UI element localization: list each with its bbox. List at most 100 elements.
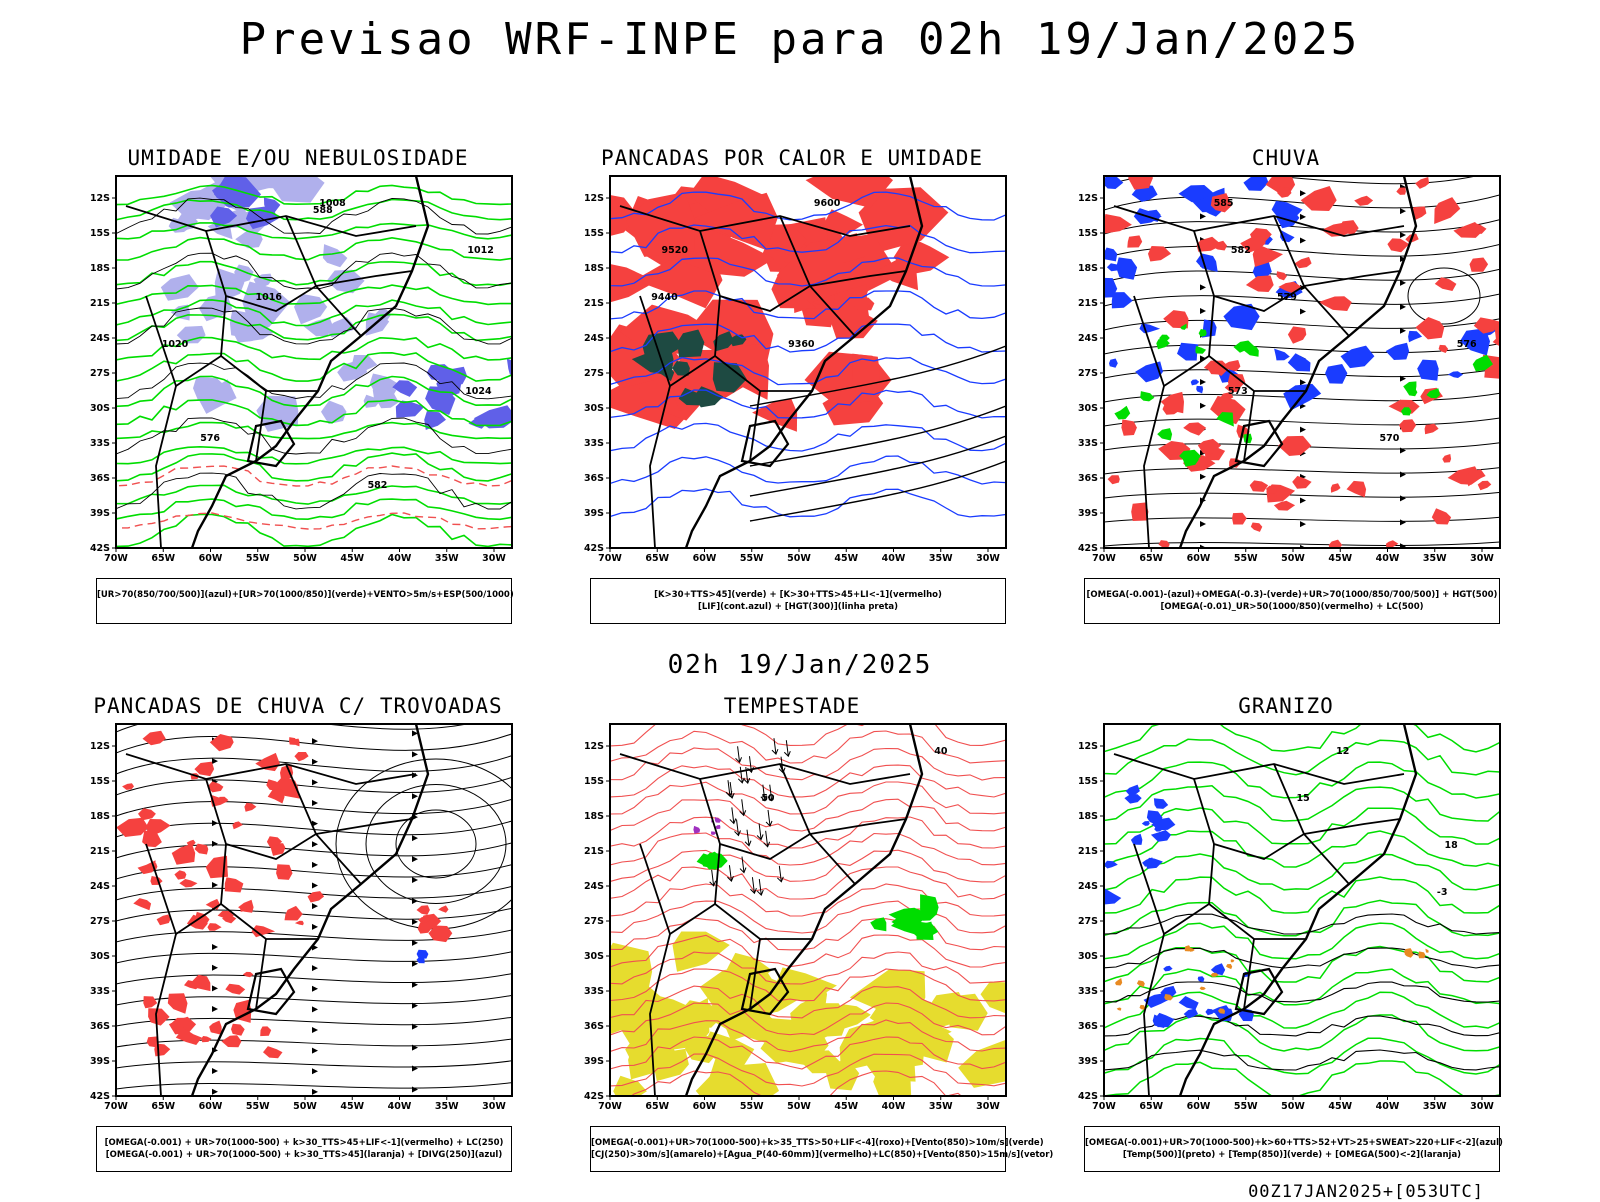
precipitable-water-contour — [610, 1002, 1006, 1036]
streamline-arrow — [1200, 284, 1206, 291]
rain-area — [1470, 223, 1487, 234]
rain-area — [1442, 454, 1452, 463]
streamline-arrow — [1300, 237, 1306, 244]
lat-tick-label: 39S — [1078, 508, 1098, 519]
thunderstorm-area — [217, 911, 234, 919]
thunderstorm-area — [263, 1046, 283, 1059]
omega-500-area — [1136, 980, 1145, 988]
streamline-arrow — [1300, 190, 1306, 197]
severe-convection — [714, 817, 722, 823]
humidity-mid-level — [351, 355, 378, 372]
humidity-mid-level — [303, 317, 333, 337]
rain-area — [1431, 508, 1452, 525]
streamline-arrow — [1400, 255, 1406, 262]
omega-500-area — [1116, 1007, 1122, 1011]
rain-area — [1121, 419, 1137, 436]
precipitable-water-contour — [610, 816, 1006, 849]
jet-streamline — [116, 994, 512, 1006]
rain-area — [1493, 320, 1500, 344]
low-level-jet — [911, 921, 939, 939]
map-chuva: 585 582 579 576 573 570 12S 15S 18S 21S 24S 27S 30S 3… — [1078, 175, 1501, 564]
streamline-arrow — [412, 918, 418, 925]
severe-convection — [715, 825, 721, 830]
lat-tick-label: 21S — [584, 846, 604, 857]
temp-850-contour — [1104, 785, 1500, 822]
border-line — [220, 843, 318, 940]
thunderstorm-area — [171, 843, 196, 865]
instability-area — [626, 192, 696, 257]
streamline-arrow — [312, 965, 318, 972]
precipitable-water-contour — [610, 900, 1006, 934]
lat-tick-label: 36S — [90, 473, 110, 484]
border-line — [175, 355, 222, 387]
temp-850-contour — [1104, 738, 1500, 776]
thunderstorm-area — [190, 974, 211, 992]
border-line — [639, 295, 671, 548]
thunderstorm-area — [294, 920, 304, 926]
rain-area — [1107, 475, 1120, 485]
omega-ascent — [1447, 371, 1464, 378]
thunderstorm-area — [201, 1036, 212, 1043]
streamline-arrow — [1200, 308, 1206, 315]
border-line — [315, 818, 413, 835]
lat-tick-label: 36S — [90, 1021, 110, 1032]
humidity-low-level-contour — [116, 484, 512, 505]
thunderstorm-area — [142, 830, 162, 848]
wind-vector — [765, 809, 773, 827]
rain-area — [1387, 238, 1410, 253]
strong-ascent — [1472, 354, 1493, 372]
humidity-low-level-contour — [116, 222, 512, 240]
streamline-arrow — [312, 1006, 318, 1013]
thunderstorm-area — [133, 898, 152, 911]
wind-vector — [725, 780, 733, 798]
thunderstorm-area — [242, 971, 254, 978]
streamline-arrow — [312, 861, 318, 868]
rain-area — [1413, 206, 1427, 221]
rain-area — [1278, 435, 1312, 456]
thunderstorm-area — [148, 1008, 170, 1026]
rain-area — [1465, 469, 1486, 487]
thunderstorm-area — [143, 996, 158, 1009]
hail-risk-area — [1153, 798, 1169, 809]
lat-tick-label: 24S — [584, 881, 604, 892]
lon-tick-label: 65W — [645, 1101, 669, 1112]
precipitable-water-contour — [610, 1019, 1006, 1053]
lifted-index-contour — [610, 257, 1006, 287]
streamline-arrow — [312, 903, 318, 910]
streamline-arrow — [1400, 279, 1406, 286]
humidity-high — [473, 405, 512, 429]
wind-vector — [771, 738, 779, 756]
severe-convection — [693, 825, 701, 834]
streamline-arrow — [212, 944, 218, 951]
streamline-arrow — [312, 1027, 318, 1034]
lon-tick-label: 70W — [598, 1101, 622, 1112]
map-frame — [115, 723, 513, 1097]
lon-tick-label: 45W — [340, 1101, 364, 1112]
geopotential-contour — [749, 460, 1006, 522]
strong-ascent — [1195, 345, 1207, 354]
lat-tick-label: 36S — [584, 1021, 604, 1032]
rain-area — [1203, 360, 1230, 376]
streamline-arrow — [412, 960, 418, 967]
coastline — [190, 724, 430, 1096]
lat-tick-label: 39S — [1078, 1056, 1098, 1067]
lat-tick-label: 24S — [90, 333, 110, 344]
streamline-arrow — [312, 985, 318, 992]
humidity-low-level-contour — [116, 351, 512, 382]
lat-tick-label: 33S — [1078, 438, 1098, 449]
hail-risk-area — [1143, 993, 1169, 1008]
lat-tick-label: 24S — [90, 881, 110, 892]
lat-tick-label: 33S — [1078, 986, 1098, 997]
lon-tick-label: 65W — [151, 553, 175, 564]
jet-streamline — [116, 907, 512, 922]
streamline-arrow — [1400, 303, 1406, 310]
lon-tick-label: 50W — [787, 1101, 811, 1112]
temp-500-contour — [1104, 947, 1500, 969]
lat-tick-label: 30S — [90, 951, 110, 962]
lon-tick-label: 40W — [388, 553, 412, 564]
streamline-arrow — [312, 800, 318, 807]
lat-tick-label: 39S — [90, 508, 110, 519]
streamline-arrow — [412, 751, 418, 758]
lat-tick-label: 42S — [584, 1091, 604, 1102]
